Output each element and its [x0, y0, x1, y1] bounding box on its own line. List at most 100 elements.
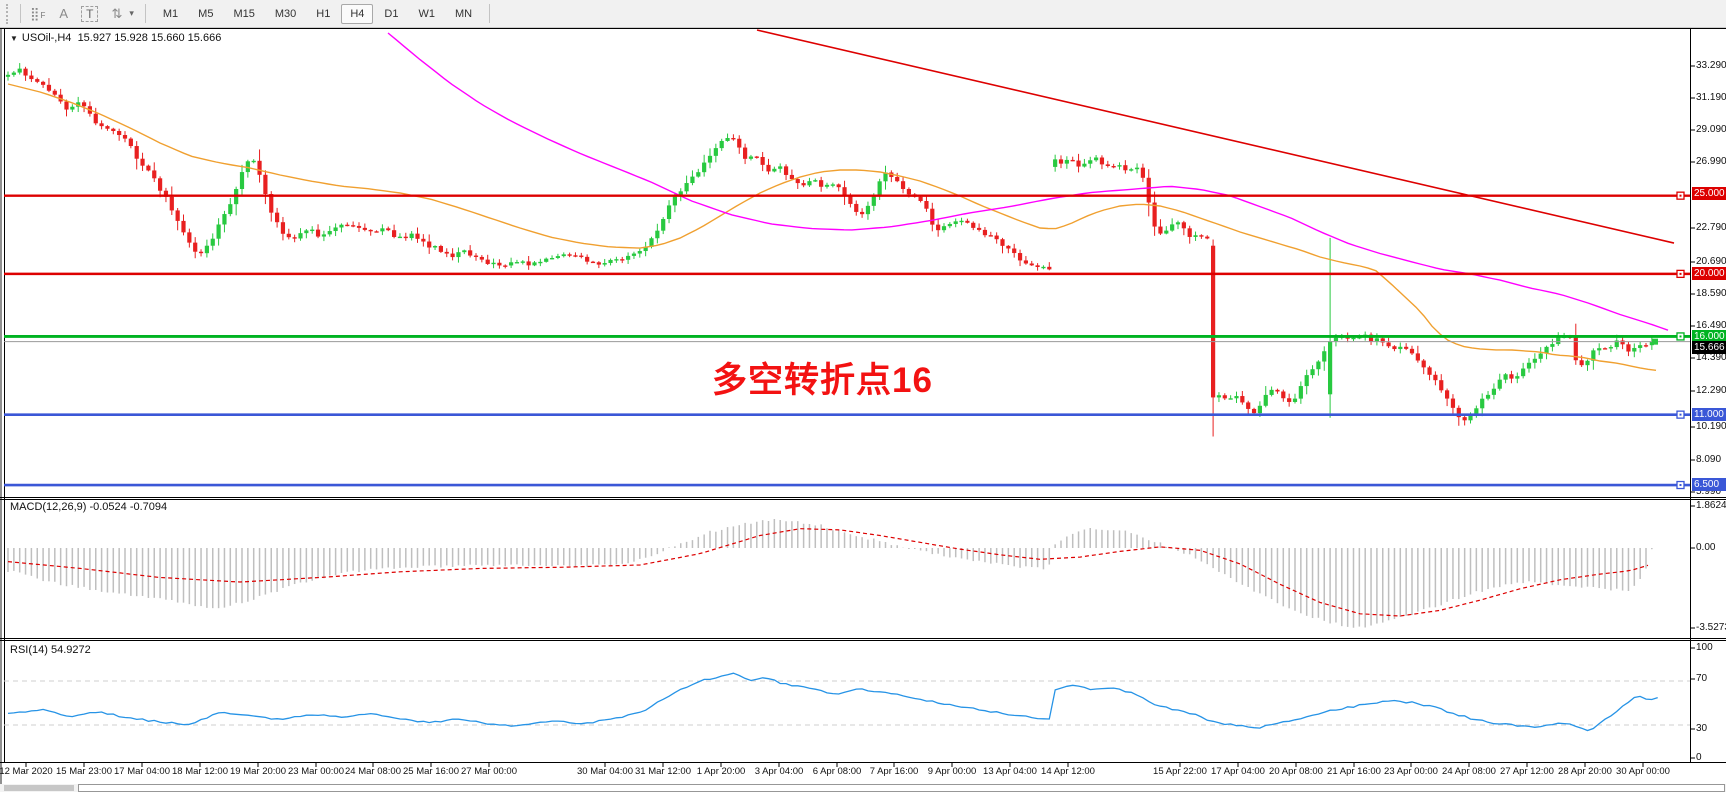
candle	[1468, 414, 1473, 421]
candle	[1064, 159, 1069, 164]
candle	[292, 237, 297, 239]
last-close-marker	[1652, 338, 1658, 345]
candle	[468, 250, 473, 256]
rsi-panel	[4, 672, 1690, 732]
candle	[748, 156, 754, 159]
candle	[848, 196, 853, 204]
timeframe-button-m1[interactable]: M1	[162, 7, 179, 20]
timeframe-button-h4[interactable]: H4	[341, 3, 374, 24]
candle	[936, 224, 941, 231]
macd-axis-label: 0.00	[1696, 542, 1716, 553]
candle	[1263, 394, 1268, 406]
candle	[280, 222, 286, 234]
candle	[924, 200, 929, 209]
candle	[204, 245, 209, 254]
candle	[298, 233, 303, 239]
cursor-mode-icon[interactable]: ⇅	[111, 5, 123, 21]
candle	[52, 90, 57, 95]
candle	[46, 84, 52, 91]
macd-axis-label: -3.5273	[1696, 622, 1726, 633]
candle	[216, 224, 221, 239]
timeframe-button-h1[interactable]: H1	[316, 7, 331, 20]
candle	[1456, 407, 1461, 418]
candle	[807, 181, 812, 186]
candle	[1129, 169, 1134, 171]
candle	[41, 81, 46, 85]
candle	[491, 262, 496, 265]
window-edge	[0, 28, 2, 792]
snap-grid-icon[interactable]: ⣿F	[30, 5, 46, 21]
candle	[1485, 394, 1491, 399]
candle	[555, 256, 560, 259]
candle	[1515, 376, 1520, 379]
candle	[649, 238, 654, 247]
candle	[1409, 348, 1415, 354]
candle	[988, 235, 993, 237]
candle	[596, 262, 601, 265]
timeframe-button-m30[interactable]: M30	[274, 7, 297, 20]
candle	[1041, 266, 1046, 269]
candle	[146, 165, 151, 171]
chevron-down-icon[interactable]: ▾	[129, 8, 134, 18]
candle	[1246, 402, 1251, 409]
trendline	[756, 29, 1675, 244]
candle	[222, 214, 227, 225]
time-axis-label: 30 Mar 04:00	[577, 766, 633, 777]
toolbar-grip[interactable]	[6, 3, 14, 24]
candle	[1544, 346, 1549, 354]
rsi-axis-label: 0	[1696, 752, 1702, 763]
candle	[1170, 224, 1175, 231]
candle	[210, 238, 215, 246]
time-axis-label: 19 Mar 20:00	[230, 766, 286, 777]
candle	[719, 140, 724, 149]
candle	[473, 255, 479, 257]
horizontal-scrollbar-thumb[interactable]	[78, 784, 1725, 792]
candle	[661, 219, 666, 231]
annotation-text[interactable]: 多空转折点16	[712, 361, 933, 400]
rsi-line	[7, 672, 1658, 732]
candle	[877, 181, 882, 195]
panel-borders	[0, 28, 1726, 763]
time-axis-label: 23 Mar 00:00	[288, 766, 344, 777]
text-box-icon[interactable]: T	[81, 5, 99, 22]
time-axis-label: 27 Mar 00:00	[461, 766, 517, 777]
chart-canvas[interactable]	[0, 28, 1726, 792]
candle	[544, 258, 549, 262]
horizontal-scrollbar-rest[interactable]	[4, 785, 74, 791]
text-label-icon[interactable]: A	[59, 6, 69, 21]
time-axis-label: 13 Apr 04:00	[983, 766, 1037, 777]
candle	[432, 246, 438, 248]
symbol-dropdown-icon[interactable]: ▼	[10, 34, 18, 43]
candle	[187, 232, 192, 243]
candle	[830, 184, 835, 186]
candle	[678, 191, 683, 197]
timeframe-button-w1[interactable]: W1	[418, 7, 435, 20]
timeframe-button-mn[interactable]: MN	[454, 7, 473, 20]
symbol-period-label: USOil-,H4	[21, 32, 72, 44]
candle	[327, 231, 332, 235]
candle	[1649, 341, 1654, 346]
descending-trendline[interactable]	[756, 29, 1675, 244]
candlestick-series	[5, 63, 1654, 437]
candle	[1503, 374, 1508, 380]
candle	[1538, 353, 1543, 359]
candle	[1304, 375, 1309, 387]
timeframe-button-d1[interactable]: D1	[384, 7, 399, 20]
timeframe-button-m15[interactable]: M15	[233, 7, 255, 20]
candle	[163, 190, 169, 197]
candle	[333, 227, 338, 232]
candle	[1234, 396, 1239, 399]
candle	[456, 252, 461, 258]
price-axis-label: 12.290	[1696, 385, 1726, 396]
candle	[1228, 398, 1233, 400]
candle	[1579, 360, 1584, 366]
candle	[1187, 228, 1192, 237]
candle	[707, 155, 713, 163]
rsi-axis-label: 30	[1696, 723, 1708, 734]
price-axis-label: 5.990	[1696, 486, 1722, 497]
price-axis-label: 26.990	[1696, 156, 1726, 167]
price-badge-15.666: 15.666	[1692, 340, 1726, 354]
price-axis-label: 29.090	[1696, 124, 1726, 135]
timeframe-button-m5[interactable]: M5	[198, 7, 214, 20]
candle	[1491, 388, 1496, 395]
